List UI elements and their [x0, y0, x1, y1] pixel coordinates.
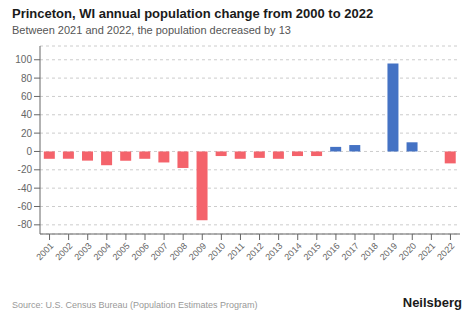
svg-text:40: 40 [21, 109, 33, 120]
svg-text:2004: 2004 [92, 241, 113, 262]
svg-text:2018: 2018 [359, 241, 380, 262]
svg-text:-60: -60 [18, 201, 33, 212]
svg-text:2017: 2017 [340, 241, 361, 262]
svg-text:-80: -80 [18, 219, 33, 230]
svg-text:2002: 2002 [53, 241, 74, 262]
svg-text:2019: 2019 [378, 241, 399, 262]
html-text:Princeton, WI annual populatio: Princeton, WI annual population change f… [12, 6, 374, 21]
svg-text:2013: 2013 [263, 241, 284, 262]
svg-text:2012: 2012 [244, 241, 265, 262]
html-text:Source: U.S. Census Bureau (Po: Source: U.S. Census Bureau (Population E… [12, 300, 258, 310]
svg-text:2009: 2009 [187, 241, 208, 262]
svg-text:2021: 2021 [416, 241, 437, 262]
svg-text:2016: 2016 [321, 241, 342, 262]
svg-text:100: 100 [15, 54, 32, 65]
svg-text:80: 80 [21, 73, 33, 84]
svg-text:2008: 2008 [168, 241, 189, 262]
svg-text:-40: -40 [18, 183, 33, 194]
svg-text:60: 60 [21, 91, 33, 102]
svg-text:2014: 2014 [282, 241, 303, 262]
svg-text:2001: 2001 [34, 241, 55, 262]
svg-text:2011: 2011 [226, 241, 247, 262]
svg-text:2022: 2022 [435, 241, 456, 262]
svg-text:0: 0 [26, 146, 32, 157]
svg-text:2003: 2003 [72, 241, 93, 262]
svg-text:2006: 2006 [130, 241, 151, 262]
html-text:Neilsberg: Neilsberg [402, 295, 462, 310]
svg-text:20: 20 [21, 128, 33, 139]
svg-text:2015: 2015 [302, 241, 323, 262]
svg-text:2005: 2005 [111, 241, 132, 262]
svg-text:2020: 2020 [397, 241, 418, 262]
html-text:Between 2021 and 2022, the pop: Between 2021 and 2022, the population de… [12, 24, 291, 36]
svg-text:2010: 2010 [206, 241, 227, 262]
svg-text:-20: -20 [18, 164, 33, 175]
svg-text:2007: 2007 [149, 241, 170, 262]
